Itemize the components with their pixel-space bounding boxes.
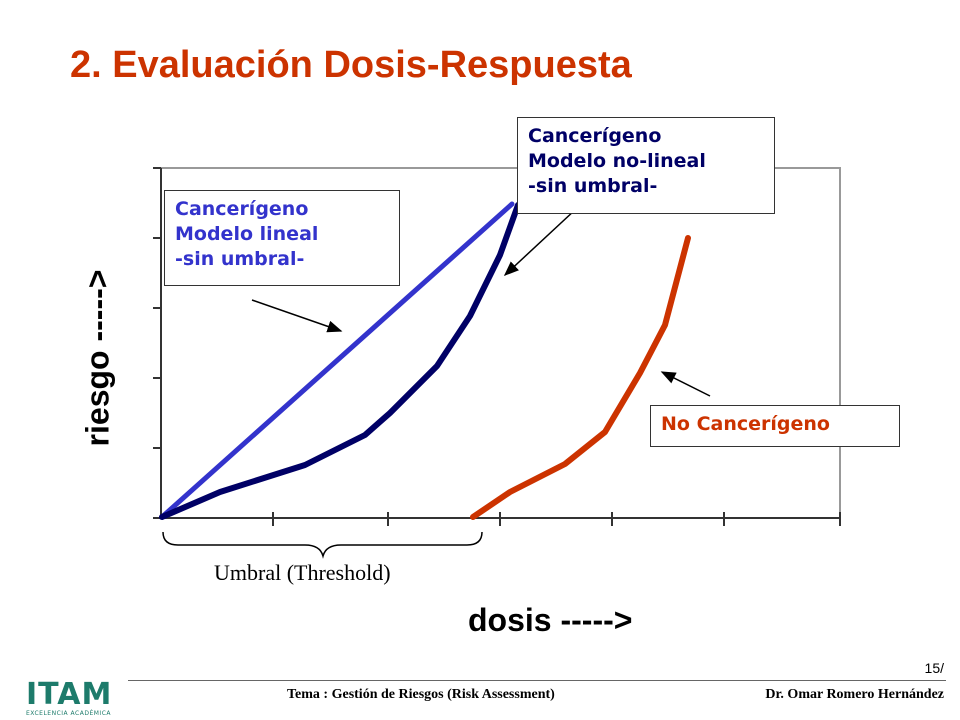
logo-wordmark: ITAM xyxy=(26,677,113,712)
slide-title: 2. Evaluación Dosis-Respuesta xyxy=(70,44,632,86)
footer-divider xyxy=(128,680,946,681)
linear-model-curve xyxy=(159,201,515,520)
callout-line: -sin umbral- xyxy=(175,248,305,270)
x-axis-label: dosis -----> xyxy=(468,602,633,638)
callout-line: Modelo no-lineal xyxy=(528,150,706,172)
callout-line: Modelo lineal xyxy=(175,223,319,245)
logo-subtitle: EXCELENCIA ACADÉMICA xyxy=(26,710,111,717)
linear-model-callout: Cancerígeno Modelo lineal -sin umbral- xyxy=(164,190,400,286)
non-carcinogen-curve xyxy=(470,235,691,520)
y-axis-label: riesgo -----> xyxy=(79,269,116,447)
footer-author: Dr. Omar Romero Hernández xyxy=(765,687,944,702)
footer-topic: Tema : Gestión de Riesgos (Risk Assessme… xyxy=(287,687,555,702)
callout-line: Cancerígeno xyxy=(528,125,662,147)
page-number: 15/ xyxy=(924,660,944,676)
threshold-brace xyxy=(162,531,483,559)
nonlinear-model-curve xyxy=(159,202,521,520)
linear-callout-arrow xyxy=(251,299,343,333)
callout-line: No Cancerígeno xyxy=(661,413,830,435)
nonlinear-model-callout: Cancerígeno Modelo no-lineal -sin umbral… xyxy=(517,117,775,214)
callout-line: Cancerígeno xyxy=(175,198,309,220)
callout-line: -sin umbral- xyxy=(528,175,658,197)
threshold-label: Umbral (Threshold) xyxy=(214,560,391,585)
itam-logo: ITAM EXCELENCIA ACADÉMICA xyxy=(26,680,118,720)
non-carcinogen-callout-arrow xyxy=(660,371,711,397)
non-carcinogen-callout: No Cancerígeno xyxy=(650,405,900,447)
